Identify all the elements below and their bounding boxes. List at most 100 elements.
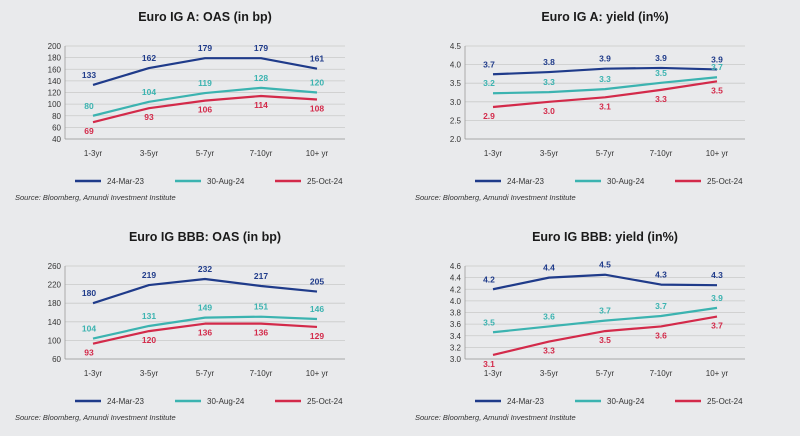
legend-label: 24-Mar-23 [507,177,544,186]
y-tick-label: 220 [48,281,62,290]
data-label: 4.5 [599,260,611,270]
series-24-mar-23-line [492,273,718,291]
data-label: 161 [310,54,324,64]
y-tick-label: 100 [48,100,62,109]
x-tick-label: 5-7yr [196,369,215,378]
chart-euro-ig-a-oas: Euro IG A: OAS (in bp) 40 60 80 100 120 140 160… [10,6,390,216]
chart-title: Euro IG BBB: OAS (in bp) [129,230,281,244]
chart-euro-ig-bbb-yield: Euro IG BBB: yield (in%) 3.0 3.2 3.4 3.6 3.8 4… [410,226,790,436]
y-tick-label: 3.2 [450,343,462,352]
data-label: 3.2 [483,78,495,88]
data-label: 3.7 [483,59,495,69]
data-label: 69 [84,126,94,136]
data-label: 4.4 [543,263,555,273]
legend-label: 24-Mar-23 [107,177,144,186]
y-tick-label: 3.0 [450,355,462,364]
series-24-mar-23-line [92,277,318,305]
x-tick-label: 10+ yr [706,369,729,378]
data-label: 217 [254,271,268,281]
data-label: 146 [310,304,324,314]
legend-label: 24-Mar-23 [107,397,144,406]
y-tick-label: 100 [48,336,62,345]
data-label: 3.9 [711,54,723,64]
source-note: Source: Bloomberg, Amundi Investment Ins… [415,193,576,202]
data-label: 3.9 [711,293,723,303]
y-tick-label: 260 [48,262,62,271]
y-tick-label: 140 [48,318,62,327]
y-tick-label: 40 [52,135,61,144]
data-label: 3.5 [483,317,495,327]
data-label: 128 [254,73,268,83]
y-tick-label: 3.4 [450,332,462,341]
legend-label: 30-Aug-24 [607,177,645,186]
data-label: 120 [310,78,324,88]
x-tick-label: 1-3yr [484,369,503,378]
x-tick-label: 1-3yr [484,149,503,158]
chart-title: Euro IG A: OAS (in bp) [138,10,272,24]
y-tick-label: 4.0 [450,297,462,306]
x-tick-label: 10+ yr [706,149,729,158]
data-label: 219 [142,270,156,280]
chart-svg: Euro IG A: OAS (in bp) 40 60 80 100 120 140 160… [15,10,345,202]
legend-label: 30-Aug-24 [607,397,645,406]
legend-label: 25-Oct-24 [307,397,343,406]
y-tick-label: 180 [48,54,62,63]
x-tick-label: 5-7yr [596,369,615,378]
x-tick-label: 5-7yr [196,149,215,158]
data-label: 4.3 [655,270,667,280]
x-tick-label: 3-5yr [540,369,559,378]
y-tick-label: 3.8 [450,309,462,318]
series-25-oct-24-line [492,315,718,357]
y-tick-label: 140 [48,77,62,86]
data-label: 151 [254,302,268,312]
data-label: 3.5 [599,335,611,345]
series-24-mar-23-line [92,57,318,86]
x-tick-label: 1-3yr [84,369,103,378]
data-label: 3.7 [599,306,611,316]
data-label: 3.5 [655,68,667,78]
data-label: 149 [198,303,212,313]
data-label: 108 [310,103,324,113]
legend-label: 25-Oct-24 [707,177,743,186]
series-30-aug-24-line [492,76,718,95]
data-label: 119 [198,78,212,88]
chart-svg: Euro IG BBB: OAS (in bp) 60 100 140 180 220 26… [15,230,345,422]
y-tick-label: 2.5 [450,116,462,125]
x-tick-label: 10+ yr [306,369,329,378]
legend-label: 25-Oct-24 [707,397,743,406]
data-label: 3.5 [711,85,723,95]
y-tick-label: 4.5 [450,42,462,51]
data-label: 3.7 [711,62,723,72]
source-note: Source: Bloomberg, Amundi Investment Ins… [15,413,176,422]
data-label: 3.3 [655,94,667,104]
data-label: 104 [82,324,96,334]
y-tick-label: 3.6 [450,320,462,329]
data-label: 3.7 [655,301,667,311]
data-label: 205 [310,277,324,287]
y-tick-label: 180 [48,299,62,308]
data-label: 3.0 [543,106,555,116]
data-label: 3.7 [711,321,723,331]
source-note: Source: Bloomberg, Amundi Investment Ins… [415,413,576,422]
y-tick-label: 4.0 [450,61,462,70]
data-label: 3.1 [483,359,495,369]
series-30-aug-24-line [92,86,318,117]
data-label: 129 [310,331,324,341]
data-label: 3.9 [655,53,667,63]
data-label: 3.6 [655,330,667,340]
data-label: 3.3 [543,77,555,87]
data-label: 3.3 [599,74,611,84]
data-label: 136 [254,328,268,338]
series-24-mar-23-line [492,66,718,76]
y-tick-label: 60 [52,355,61,364]
chart-euro-ig-a-yield: Euro IG A: yield (in%) 2.0 2.5 3.0 3.5 4.0 4.5… [410,6,790,216]
data-label: 3.9 [599,54,611,64]
data-label: 180 [82,288,96,298]
series-30-aug-24-line [492,306,718,334]
legend-label: 30-Aug-24 [207,177,245,186]
series-25-oct-24-line [92,322,318,345]
y-tick-label: 4.2 [450,285,462,294]
y-tick-label: 4.4 [450,274,462,283]
chart-svg: Euro IG A: yield (in%) 2.0 2.5 3.0 3.5 4.0 4.5… [415,10,745,202]
x-tick-label: 1-3yr [84,149,103,158]
